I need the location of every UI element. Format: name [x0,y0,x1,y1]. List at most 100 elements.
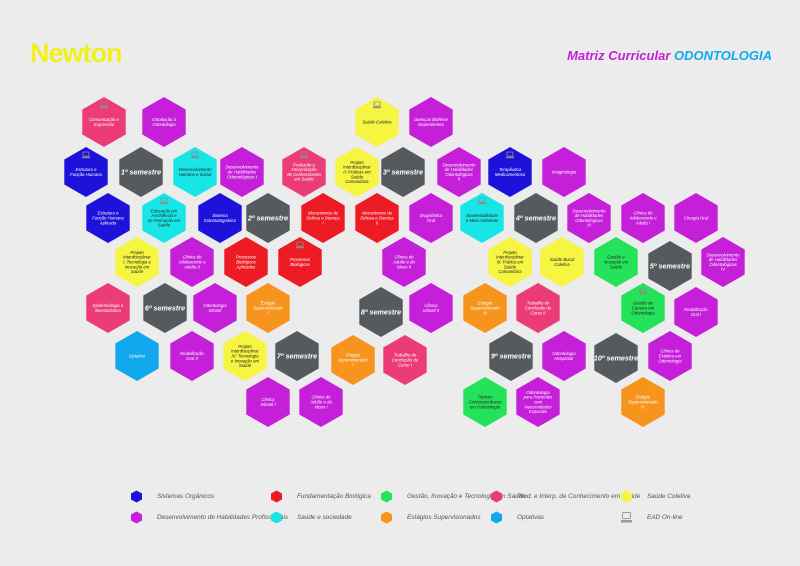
legend-label: Optativas [517,513,544,521]
course-label: Estágio Supervisionado IV [628,395,658,410]
semester-label: 7º semestre [277,352,317,361]
course-hex-shape [142,97,186,147]
course-label: Doenças Bioféme Dependentes [414,117,449,127]
semester-hex: 4º semestre [514,193,558,243]
semester-hex: 9º semestre [489,331,533,381]
semester-hex-shape [246,193,290,243]
course-hex: Odontologia para Pacientes com Necessidades… [516,377,560,427]
semester-hex: 2º semestre [246,193,290,243]
legend-swatch-icon [270,511,283,524]
course-hex: Desenvolvimento de Habilidades Odontológic… [567,193,611,243]
course-hex: Saúde Bucal Coletiva [540,237,584,287]
course-label: Cirurgia Oral [684,216,709,221]
course-hex-shape [282,147,326,197]
semester-hex-shape [381,147,425,197]
course-hex: Clínica Infantil I [246,377,290,427]
semester-label: 5º semestre [650,262,690,271]
course-hex-shape [488,237,532,287]
course-label: Projeto Interdisciplinar III: Prática em Sa… [496,250,524,274]
legend-swatch-icon [380,490,393,503]
course-hex-shape [223,331,267,381]
course-label: Diagnóstico Oral [420,213,443,223]
course-hex: Gestão e Inovação em Saúde [594,237,638,287]
title-prefix: Matriz Curricular [567,48,671,63]
course-hex-shape [488,147,532,197]
course-hex-shape [355,193,399,243]
course-hex: Reabilitação Oral I [674,287,718,337]
course-hex: Educação em Assistência e na Formação em Sa… [142,193,186,243]
course-label: Gestão e Inovação em Saúde [604,255,629,270]
legend-label: Fundamentação Biológica [297,492,371,500]
semester-hex: 5º semestre [648,241,692,291]
course-label: Odontologia para Pacientes com Necessidades… [523,390,554,414]
course-hex-shape [86,193,130,243]
legend-label: Estágios Supervisionados [407,513,481,521]
course-label: Clínica do Adolescente e Adulto I [628,211,657,226]
legend: Sistemas Orgânicos Fundamentação Biológi… [130,489,780,529]
legend-swatch-icon [620,511,633,524]
legend-swatch-icon [380,511,393,524]
course-label: Estágio Supervisionado I [253,301,283,316]
course-hex-shape [220,147,264,197]
course-hex: Imaginologia [542,147,586,197]
course-hex-shape [198,193,242,243]
course-hex-shape [540,237,584,287]
course-label: Saúde Coletiva [362,120,392,125]
course-hex-shape [82,97,126,147]
course-hex: Introdução à Odontologia [142,97,186,147]
semester-hex: 7º semestre [275,331,319,381]
course-label: Projeto Interdisciplinar II: Práticas em Sa… [343,160,371,184]
course-hex: Estágio Supervisionado IV [621,377,665,427]
newton-logo: Newton [30,38,122,68]
course-label: Desenvolvimento de Habilidades Odontológic… [573,208,607,227]
course-hex: Processos Biológicos [278,237,322,287]
semester-hex-shape [594,333,638,383]
semester-label: 6º semestre [145,304,185,313]
course-hex-shape [621,377,665,427]
legend-item: Desenvolvimento de Habilidades Profissio… [130,510,288,524]
course-hex: Odontologia Hospitalar [542,331,586,381]
course-hex-shape [594,237,638,287]
ead-online-icon [478,197,486,205]
ead-online-icon [82,151,90,159]
course-hex: Clínica de Estética em Odontologia [648,331,692,381]
course-hex: Estágio Supervisionado I [331,335,375,385]
semester-label: 2º semestre [247,214,288,223]
course-hex: Estrutura e Função Humana [64,147,108,197]
course-label: Mecanismos de Defesa e Doença I [306,211,340,226]
course-label: Projeto Interdisciplinar I: Tecnologia e In… [123,250,151,274]
course-hex: Odontologia Infantil [193,283,237,333]
page-title: Matriz Curricular ODONTOLOGIA [567,48,772,63]
course-hex-shape [246,283,290,333]
course-label: Mecanismos de Defesa e Doença II [360,211,394,226]
course-hex-shape [648,331,692,381]
legend-item: Optativas [490,510,544,524]
course-hex-shape [460,193,504,243]
course-label: Desenvolvimento de Habilidades Odontológic… [707,252,741,271]
legend-item: Sistemas Orgânicos [130,489,214,503]
course-hex-shape [115,331,159,381]
course-hex-shape [142,193,186,243]
course-label: Odontologia Infantil [203,303,227,313]
course-hex-shape [382,237,426,287]
legend-label: Saúde Coletiva [647,492,691,500]
course-hex: Desenvolvimento Humano e Social [173,147,217,197]
legend-item: Saúde e sociedade [270,510,352,524]
course-hex-shape [335,147,379,197]
course-hex: Epidemiologia e Bioestatística [86,283,130,333]
course-hex-shape [383,335,427,385]
course-label: Trabalho de Conclusão de Curso II [525,301,552,316]
course-hex-shape [246,377,290,427]
course-hex: Clínica do Adulto e do Idoso II [382,237,426,287]
course-hex-shape [64,147,108,197]
course-hex-shape [701,237,745,287]
course-hex-shape [409,97,453,147]
course-hex-shape [542,147,586,197]
course-label: Sistema Estomatognático [204,213,237,223]
semester-hex: 8º semestre [359,287,403,337]
course-hex: Desenvolvimento de Habilidades Odontológic… [701,237,745,287]
legend-item: Fundamentação Biológica [270,489,371,503]
course-hex: Sustentabilidade e Meio Ambiente [460,193,504,243]
semester-hex: 1º semestre [119,147,163,197]
